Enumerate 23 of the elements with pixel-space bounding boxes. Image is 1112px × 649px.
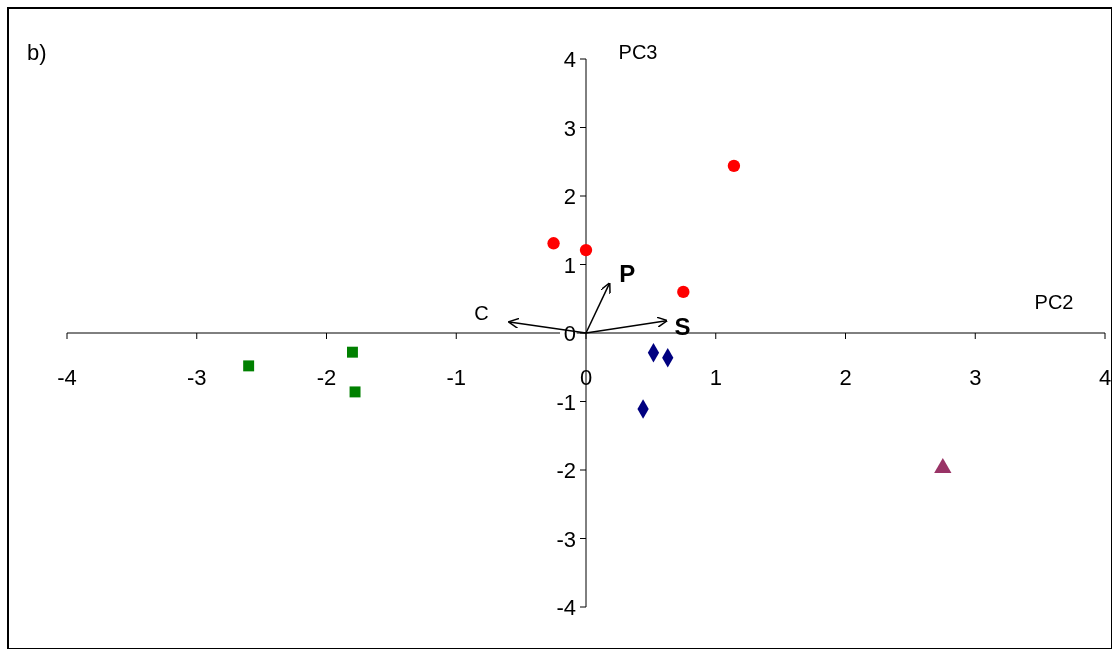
x-tick-label: -1: [446, 365, 467, 390]
x-tick-label: 3: [969, 365, 982, 390]
y-tick-label: 1: [563, 252, 576, 278]
x-tick-label: 0: [579, 365, 593, 390]
x-tick-label: -4: [57, 365, 77, 390]
y-tick-label: -2: [556, 458, 576, 483]
chart-title: b): [27, 40, 47, 65]
x-tick-label: 4: [1098, 365, 1112, 390]
y-tick-label: 4: [563, 47, 576, 72]
y-tick-label: -1: [556, 389, 576, 415]
x-tick-label: -2: [316, 365, 337, 390]
series-label: P: [619, 259, 636, 287]
x-tick-label: 1: [709, 365, 722, 390]
y-tick-label: -4: [556, 595, 576, 620]
series-label: C: [474, 302, 489, 325]
y-tick-label: -3: [556, 526, 576, 552]
y-tick-label: 2: [563, 184, 576, 209]
x-tick-label: 2: [839, 365, 852, 390]
x-tick-label: -3: [186, 365, 207, 390]
x-axis-title: PC2: [1034, 291, 1074, 313]
y-axis-title: PC3: [618, 41, 658, 63]
y-tick-label: 3: [563, 115, 576, 141]
series-label: S: [674, 312, 691, 340]
